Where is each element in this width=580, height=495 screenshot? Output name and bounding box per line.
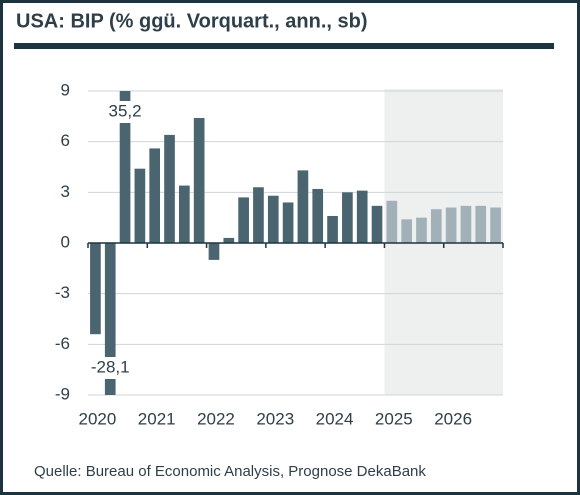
bar xyxy=(282,202,294,243)
x-tick-label: 2023 xyxy=(256,409,294,428)
bar xyxy=(104,243,116,395)
x-tick-label: 2025 xyxy=(375,409,413,428)
bar xyxy=(401,219,412,243)
x-tick-label: 2022 xyxy=(197,409,235,428)
bar xyxy=(386,200,398,243)
y-tick-label: -6 xyxy=(55,334,70,353)
bar xyxy=(371,205,383,243)
bar xyxy=(193,118,205,243)
bar xyxy=(475,205,487,243)
bar xyxy=(356,190,368,243)
bar xyxy=(238,197,249,243)
y-tick-label: 0 xyxy=(61,232,70,251)
label-gap xyxy=(88,357,133,379)
label-gap xyxy=(103,101,148,123)
chart-title: USA: BIP (% ggü. Vorquart., ann., sb) xyxy=(16,10,368,32)
title-rule xyxy=(14,43,554,49)
bar xyxy=(119,91,131,243)
bar xyxy=(208,243,220,260)
bar xyxy=(327,215,338,243)
y-tick-label: 3 xyxy=(61,182,70,201)
data-label: 35,2 xyxy=(109,101,142,120)
bar xyxy=(134,168,146,243)
y-tick-label: 6 xyxy=(61,131,70,150)
bar xyxy=(164,134,175,243)
bar xyxy=(223,237,235,243)
bar xyxy=(149,148,161,243)
source: Quelle: Bureau of Economic Analysis, Pro… xyxy=(34,463,426,480)
bar xyxy=(430,209,442,243)
x-tick-label: 2024 xyxy=(316,409,354,428)
y-tick-label: 9 xyxy=(61,80,70,99)
y-tick-label: -9 xyxy=(55,384,70,403)
x-tick-label: 2020 xyxy=(78,409,116,428)
bar xyxy=(342,192,353,243)
x-tick-label: 2026 xyxy=(434,409,472,428)
bar xyxy=(179,185,190,243)
bar xyxy=(490,207,501,243)
x-tick-label: 2021 xyxy=(138,409,176,428)
bar xyxy=(312,188,324,243)
bar xyxy=(253,187,264,243)
bar xyxy=(90,243,101,335)
bar xyxy=(416,217,427,243)
y-tick-label: -3 xyxy=(55,283,70,302)
bar xyxy=(445,207,457,243)
bar xyxy=(267,195,279,243)
bar xyxy=(297,170,309,243)
data-label: -28,1 xyxy=(91,357,130,376)
bar xyxy=(460,205,472,243)
